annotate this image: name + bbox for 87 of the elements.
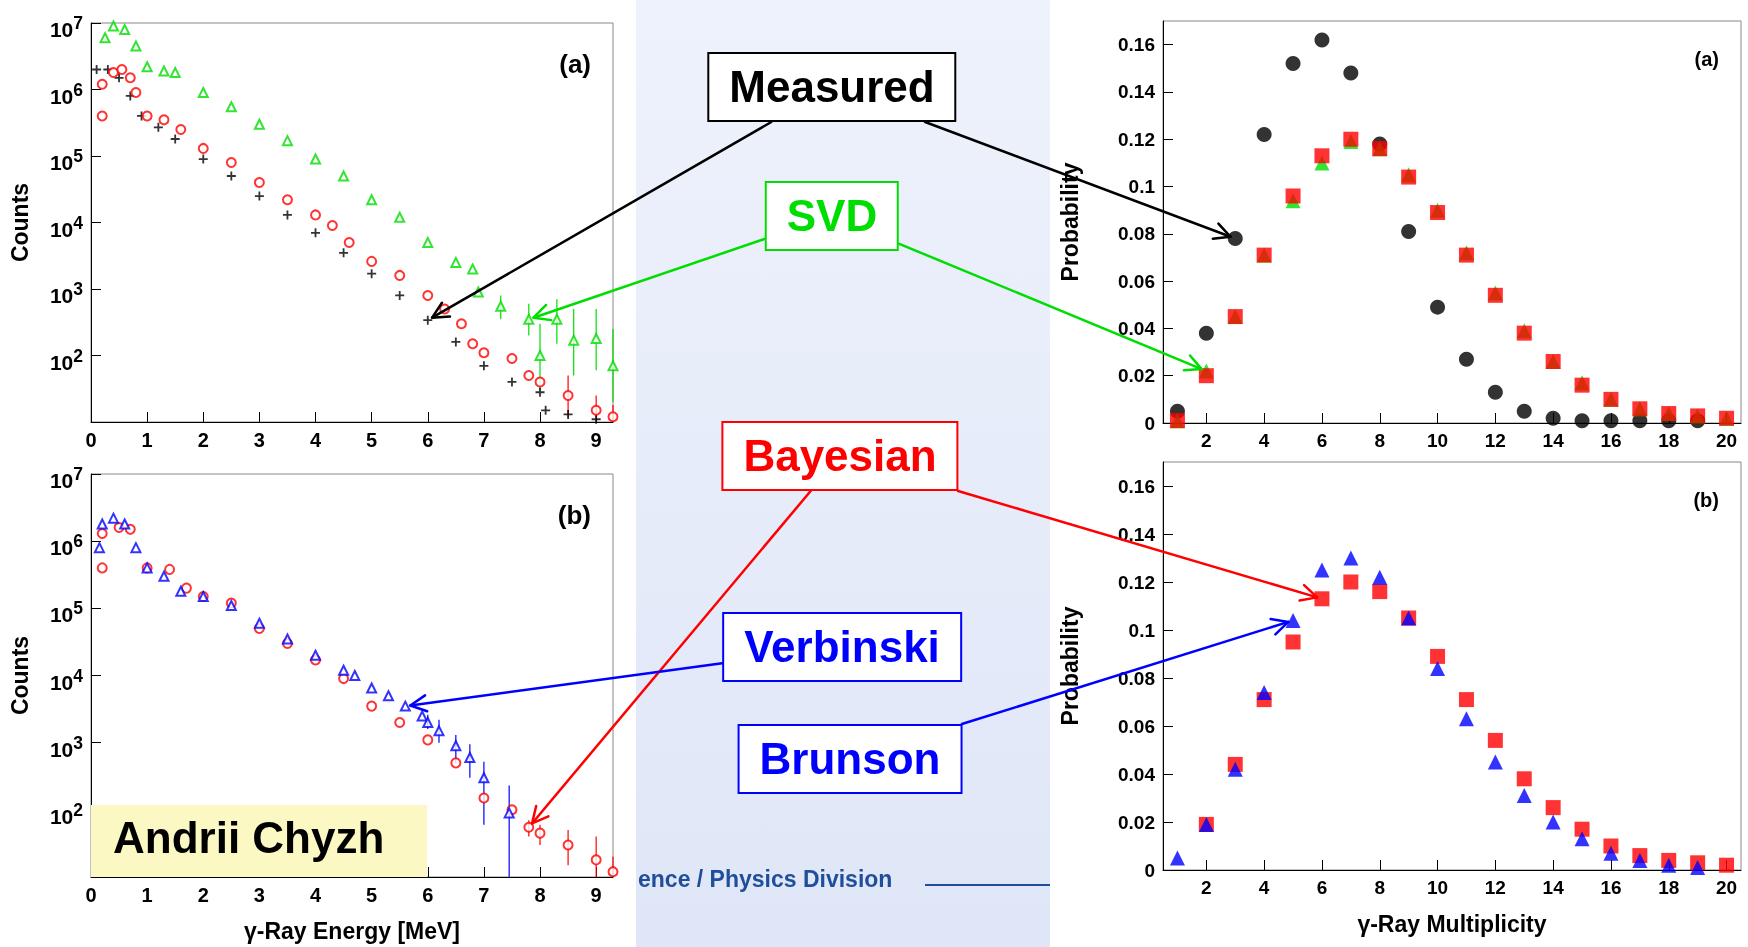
y-axis-title: Probability bbox=[1056, 162, 1083, 282]
y-axis-title: Probability bbox=[1056, 606, 1083, 726]
x-tick-label: 6 bbox=[1316, 877, 1328, 898]
y-tick-label: 0.12 bbox=[1118, 128, 1155, 150]
x-tick-label: 4 bbox=[1258, 430, 1270, 451]
y-tick-label: 0.06 bbox=[1118, 270, 1155, 292]
x-tick-label: 2 bbox=[197, 884, 209, 906]
x-tick-label: 4 bbox=[309, 884, 322, 906]
x-tick-label: 18 bbox=[1658, 430, 1680, 451]
x-tick-label: 7 bbox=[478, 429, 490, 451]
y-tick-label: 10$^{2}$ bbox=[49, 798, 83, 830]
x-tick-label: 7 bbox=[478, 884, 490, 906]
x-tick-label: 6 bbox=[422, 429, 434, 451]
y-tick-label: 0.12 bbox=[1118, 571, 1155, 593]
x-tick-label: 4 bbox=[1258, 877, 1270, 898]
y-tick-label: 10$^{5}$ bbox=[49, 145, 83, 176]
x-tick-label: 10 bbox=[1426, 877, 1449, 898]
x-tick-label: 3 bbox=[253, 429, 265, 451]
y-tick-label: 0.04 bbox=[1118, 317, 1156, 339]
annotation: (b) bbox=[557, 500, 591, 530]
x-tick-label: 20 bbox=[1715, 877, 1738, 898]
x-tick-label: 3 bbox=[253, 884, 265, 906]
y-axis-title: Counts bbox=[6, 182, 33, 263]
y-tick-label: 0 bbox=[1144, 412, 1155, 434]
y-tick-label: 10$^{4}$ bbox=[49, 211, 83, 243]
x-tick-label: 8 bbox=[1374, 430, 1386, 451]
y-tick-label: 0 bbox=[1144, 859, 1155, 881]
y-tick-label: 0.16 bbox=[1118, 475, 1155, 497]
y-tick-label: 0.02 bbox=[1118, 365, 1155, 387]
y-tick-label: 0.04 bbox=[1118, 763, 1156, 785]
y-tick-label: 10$^{3}$ bbox=[49, 731, 83, 763]
x-tick-label: 5 bbox=[366, 884, 378, 906]
y-tick-label: 10$^{5}$ bbox=[49, 597, 83, 629]
x-tick-label: 8 bbox=[534, 884, 546, 906]
x-tick-label: 1 bbox=[141, 429, 153, 451]
y-tick-label: 10$^{6}$ bbox=[49, 530, 83, 562]
x-tick-label: 0 bbox=[85, 884, 97, 906]
text: Bayesian bbox=[721, 421, 959, 491]
x-tick-label: 12 bbox=[1484, 430, 1506, 451]
y-tick-label: 10$^{6}$ bbox=[49, 78, 83, 110]
y-tick-label: 10$^{7}$ bbox=[49, 463, 83, 494]
x-tick-label: 14 bbox=[1542, 877, 1565, 898]
annotation: (a) bbox=[559, 49, 591, 79]
x-tick-label: 9 bbox=[590, 884, 602, 906]
y-tick-label: 0.06 bbox=[1118, 715, 1155, 737]
y-tick-label: 10$^{2}$ bbox=[49, 344, 83, 376]
y-tick-label: 10$^{3}$ bbox=[49, 278, 83, 309]
y-tick-label: 0.14 bbox=[1118, 523, 1156, 545]
text: ence / Physics Division bbox=[638, 866, 893, 893]
x-tick-label: 10 bbox=[1426, 430, 1449, 451]
x-tick-label: 2 bbox=[1201, 430, 1212, 451]
text: Verbinski bbox=[722, 612, 962, 682]
y-tick-label: 0.08 bbox=[1118, 667, 1155, 689]
y-tick-label: 0.1 bbox=[1128, 176, 1156, 198]
y-tick-label: 0.02 bbox=[1118, 811, 1155, 833]
x-tick-label: 8 bbox=[1374, 877, 1386, 898]
x-tick-label: 14 bbox=[1542, 430, 1565, 451]
x-tick-label: 18 bbox=[1658, 877, 1680, 898]
x-tick-label: 16 bbox=[1600, 877, 1622, 898]
x-tick-label: 12 bbox=[1484, 877, 1506, 898]
x-tick-label: 8 bbox=[534, 429, 546, 451]
x-tick-label: 4 bbox=[309, 429, 322, 451]
annotation: (a) bbox=[1694, 48, 1720, 70]
y-tick-label: 0.16 bbox=[1118, 34, 1155, 56]
x-tick-label: 5 bbox=[366, 429, 378, 451]
y-tick-label: 10$^{7}$ bbox=[49, 12, 83, 43]
x-tick-label: 9 bbox=[590, 429, 602, 451]
y-tick-label: 10$^{4}$ bbox=[49, 664, 83, 696]
x-axis-title: γ-Ray Energy [MeV] bbox=[243, 917, 461, 944]
y-tick-label: 0.1 bbox=[1128, 619, 1156, 641]
y-tick-label: 0.14 bbox=[1118, 81, 1156, 103]
text: Measured bbox=[707, 52, 957, 122]
annotation: (b) bbox=[1693, 489, 1720, 511]
x-tick-label: 0 bbox=[85, 429, 97, 451]
x-tick-label: 6 bbox=[1316, 430, 1328, 451]
x-tick-label: 2 bbox=[197, 429, 209, 451]
text: Brunson bbox=[737, 724, 963, 794]
x-tick-label: 1 bbox=[141, 884, 153, 906]
x-tick-label: 20 bbox=[1715, 430, 1738, 451]
y-tick-label: 0.08 bbox=[1118, 223, 1155, 245]
x-tick-label: 6 bbox=[422, 884, 434, 906]
annotation: Andrii Chyzh bbox=[91, 805, 427, 877]
x-axis-title: γ-Ray Multiplicity bbox=[1357, 910, 1547, 937]
y-axis-title: Counts bbox=[6, 635, 33, 716]
x-tick-label: 2 bbox=[1201, 877, 1212, 898]
text: SVD bbox=[764, 181, 900, 251]
x-tick-label: 16 bbox=[1600, 430, 1622, 451]
